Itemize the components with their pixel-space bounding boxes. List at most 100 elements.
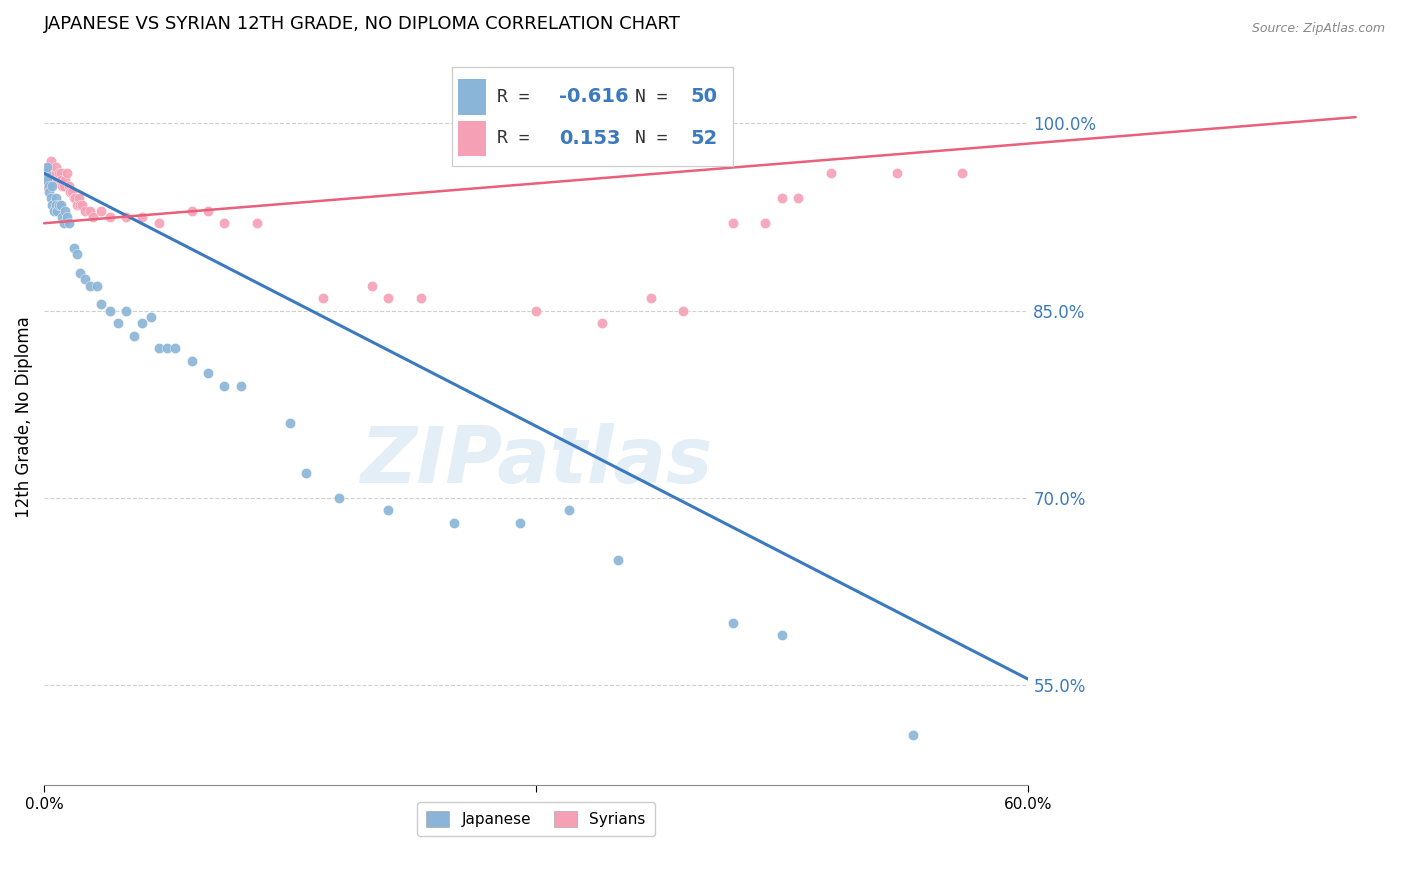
- Point: [48, 197, 70, 211]
- Text: ZIPatlas: ZIPatlas: [360, 423, 711, 499]
- Point: [66, 197, 89, 211]
- Point: [49, 197, 72, 211]
- Point: [180, 203, 202, 218]
- Y-axis label: 12th Grade, No Diploma: 12th Grade, No Diploma: [15, 316, 32, 517]
- Point: [79, 278, 101, 293]
- Point: [721, 615, 744, 630]
- Point: [156, 341, 179, 355]
- Point: [46, 172, 69, 186]
- Point: [69, 266, 91, 280]
- Point: [640, 291, 662, 305]
- Point: [139, 310, 162, 324]
- Point: [107, 316, 129, 330]
- Point: [131, 316, 153, 330]
- Point: [35, 166, 58, 180]
- Point: [56, 166, 79, 180]
- Point: [229, 378, 252, 392]
- Point: [70, 197, 93, 211]
- Point: [45, 191, 67, 205]
- Point: [41, 197, 63, 211]
- Point: [180, 353, 202, 368]
- Point: [52, 178, 75, 193]
- Point: [51, 178, 73, 193]
- Point: [48, 166, 70, 180]
- Point: [39, 191, 62, 205]
- Point: [41, 178, 63, 193]
- Point: [820, 166, 842, 180]
- Point: [79, 203, 101, 218]
- Point: [49, 166, 72, 180]
- Point: [56, 210, 79, 224]
- Point: [42, 166, 65, 180]
- Point: [509, 516, 531, 530]
- Point: [377, 503, 399, 517]
- Point: [37, 160, 59, 174]
- Point: [38, 178, 60, 193]
- Point: [115, 303, 138, 318]
- Point: [148, 341, 170, 355]
- Point: [98, 303, 121, 318]
- Legend: Japanese, Syrians: Japanese, Syrians: [418, 802, 655, 837]
- Point: [60, 185, 83, 199]
- Point: [38, 160, 60, 174]
- Point: [86, 278, 108, 293]
- Point: [45, 160, 67, 174]
- Point: [37, 178, 59, 193]
- Point: [770, 628, 793, 642]
- Text: JAPANESE VS SYRIAN 12TH GRADE, NO DIPLOMA CORRELATION CHART: JAPANESE VS SYRIAN 12TH GRADE, NO DIPLOM…: [44, 15, 681, 33]
- Point: [131, 210, 153, 224]
- Point: [591, 316, 613, 330]
- Point: [214, 216, 236, 230]
- Point: [886, 166, 908, 180]
- Point: [558, 503, 581, 517]
- Point: [721, 216, 744, 230]
- Point: [42, 203, 65, 218]
- Point: [82, 210, 104, 224]
- Point: [443, 516, 465, 530]
- Point: [214, 378, 236, 392]
- Point: [62, 191, 84, 205]
- Point: [312, 291, 335, 305]
- Point: [411, 291, 433, 305]
- Point: [69, 197, 91, 211]
- Point: [124, 328, 146, 343]
- Point: [278, 416, 301, 430]
- Point: [58, 178, 80, 193]
- Point: [98, 210, 121, 224]
- Point: [165, 341, 187, 355]
- Point: [45, 197, 67, 211]
- Point: [770, 191, 793, 205]
- Point: [46, 203, 69, 218]
- Point: [197, 366, 219, 380]
- Point: [51, 210, 73, 224]
- Point: [41, 166, 63, 180]
- Point: [246, 216, 269, 230]
- Point: [75, 203, 97, 218]
- Point: [90, 203, 112, 218]
- Point: [295, 466, 318, 480]
- Point: [787, 191, 810, 205]
- Point: [45, 166, 67, 180]
- Point: [950, 166, 973, 180]
- Point: [55, 172, 77, 186]
- Point: [38, 185, 60, 199]
- Point: [75, 272, 97, 286]
- Point: [901, 728, 924, 742]
- Point: [115, 210, 138, 224]
- Point: [66, 247, 89, 261]
- Point: [90, 297, 112, 311]
- Point: [55, 203, 77, 218]
- Text: Source: ZipAtlas.com: Source: ZipAtlas.com: [1251, 22, 1385, 36]
- Point: [754, 216, 776, 230]
- Point: [62, 241, 84, 255]
- Point: [672, 303, 695, 318]
- Point: [65, 191, 87, 205]
- Point: [197, 203, 219, 218]
- Point: [58, 216, 80, 230]
- Point: [49, 172, 72, 186]
- Point: [148, 216, 170, 230]
- Point: [59, 185, 82, 199]
- Point: [328, 491, 350, 505]
- Point: [37, 172, 59, 186]
- Point: [52, 216, 75, 230]
